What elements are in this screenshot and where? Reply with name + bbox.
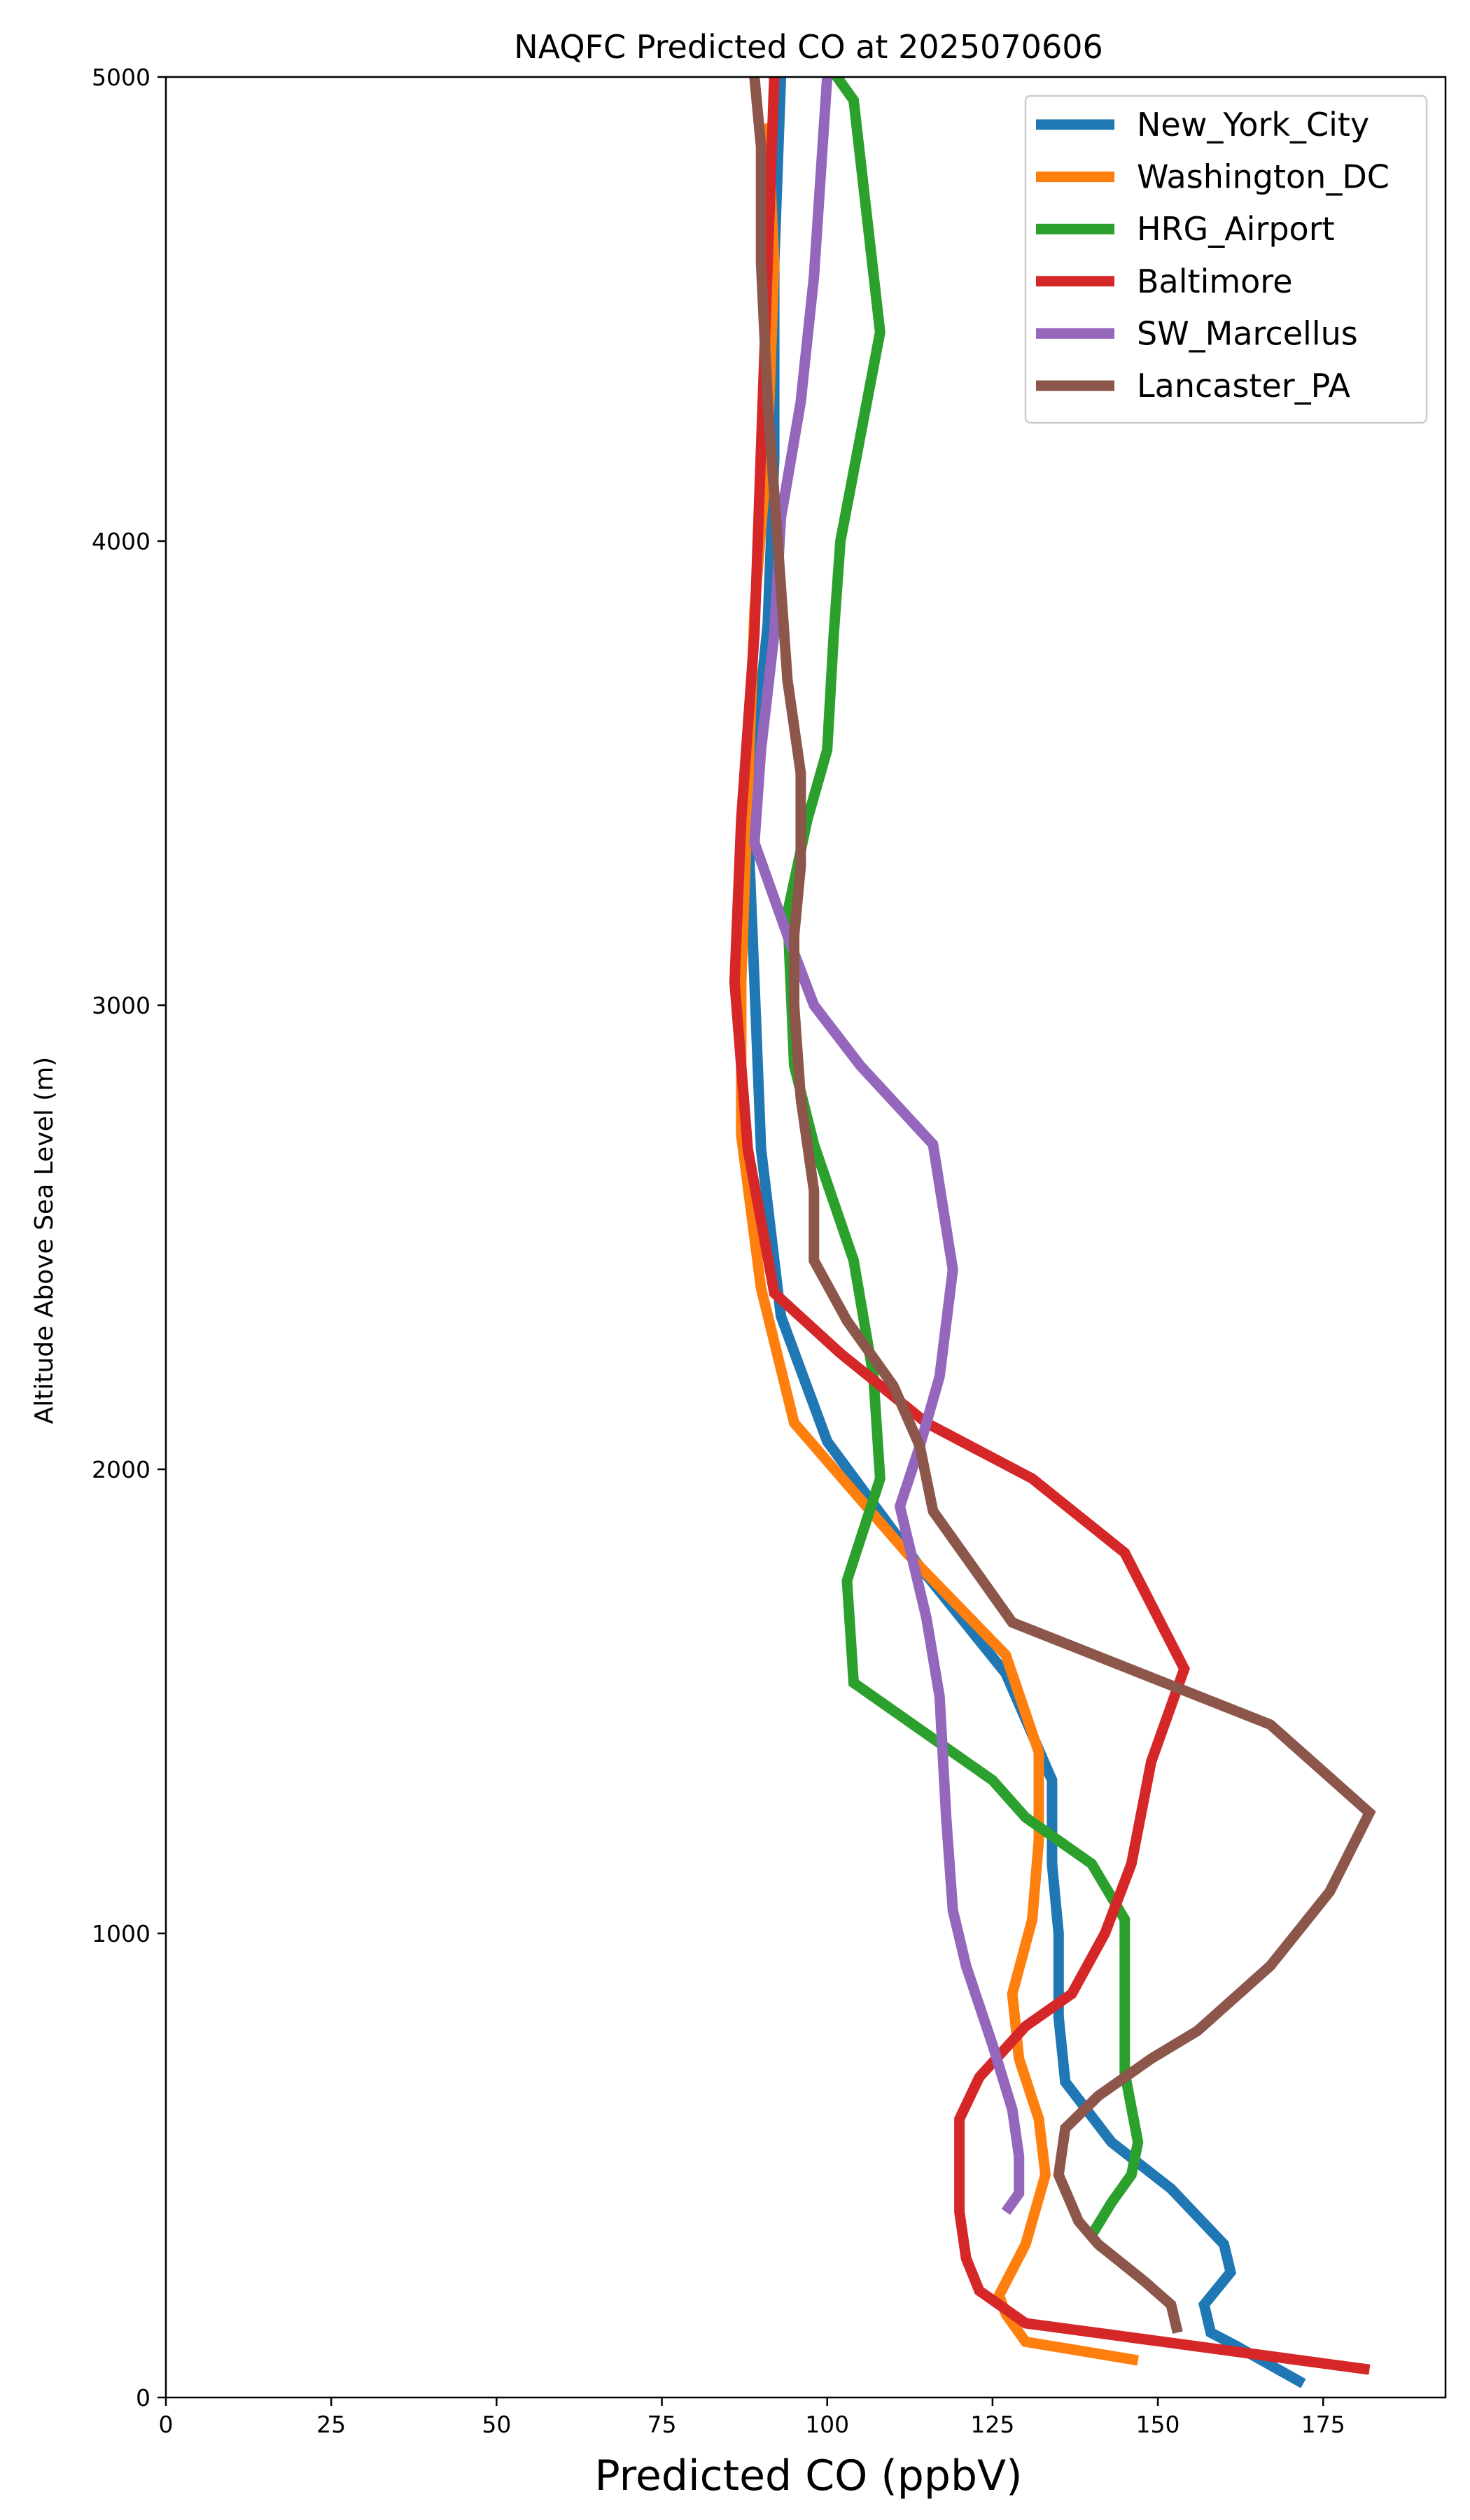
legend-label: HRG_Airport — [1137, 210, 1335, 248]
series-line-lancaster-pa — [749, 77, 1376, 2334]
legend-label: Lancaster_PA — [1137, 367, 1350, 405]
y-tick-label: 2000 — [92, 1456, 150, 1483]
legend-box — [1024, 94, 1428, 424]
y-axis-ticks: 0 1000 2000 3000 4000 5000 — [92, 64, 166, 2412]
legend-label: Washington_DC — [1137, 158, 1390, 196]
x-tick-label: 75 — [648, 2411, 677, 2438]
x-tick-label: 175 — [1301, 2411, 1345, 2438]
legend-label: Baltimore — [1137, 262, 1293, 300]
plot-area-frame — [164, 76, 1447, 2399]
y-tick-label: 5000 — [92, 64, 150, 91]
x-tick-label: 100 — [805, 2411, 849, 2438]
x-tick-label: 125 — [970, 2411, 1014, 2438]
x-axis-label: Predicted CO (ppbV) — [594, 2451, 1022, 2500]
x-tick-label: 0 — [159, 2411, 174, 2438]
series-lines — [729, 77, 1376, 2388]
y-tick-label: 0 — [136, 2384, 150, 2412]
y-tick-label: 1000 — [92, 1920, 150, 1947]
series-line-baltimore — [729, 77, 1371, 2375]
legend-label: SW_Marcellus — [1137, 314, 1358, 352]
legend-label: New_York_City — [1137, 106, 1369, 144]
x-tick-label: 150 — [1136, 2411, 1180, 2438]
y-tick-label: 3000 — [92, 992, 150, 1019]
x-tick-label: 50 — [482, 2411, 511, 2438]
series-line-hrg-airport — [782, 77, 1144, 2238]
y-tick-label: 4000 — [92, 528, 150, 555]
legend: New_York_City Washington_DC HRG_Airport Bal… — [1024, 94, 1428, 424]
x-tick-label: 25 — [316, 2411, 346, 2438]
chart-title: NAQFC Predicted CO at 2025070606 — [514, 28, 1103, 66]
x-axis-ticks: 0 25 50 75 100 125 150 175 — [159, 2398, 1345, 2438]
y-axis-label: Altitude Above Sea Level (m) — [30, 1057, 59, 1424]
